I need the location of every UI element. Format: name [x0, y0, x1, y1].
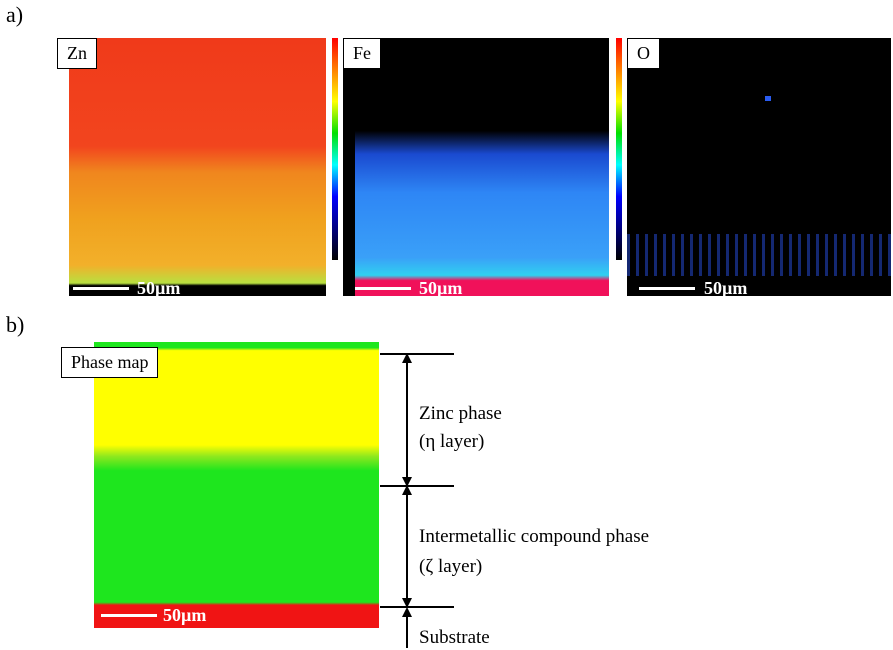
fe-scalebar-text: 50µm: [419, 278, 463, 296]
o-map-label: O: [627, 38, 660, 69]
zeta-layer-label: (ζ layer): [419, 556, 483, 577]
imc-phase-label: Intermetallic compound phase: [419, 526, 650, 547]
o-map-speckles: [627, 234, 891, 276]
zn-map-label: Zn: [57, 38, 97, 69]
panel-a-letter: a): [6, 2, 24, 27]
fe-map: Fe 50µm: [343, 38, 609, 296]
phase-map: Phase map 50µm: [57, 342, 379, 628]
panel-b-letter: b): [6, 312, 25, 337]
zn-scalebar-text: 50µm: [137, 278, 181, 296]
o-scalebar: [639, 287, 695, 290]
phase-scalebar-text: 50µm: [163, 605, 207, 625]
zn-colorbar: [332, 38, 338, 260]
zn-scalebar: [73, 287, 129, 290]
phase-map-label: Phase map: [61, 347, 159, 378]
fe-colorbar: [616, 38, 622, 260]
zinc-phase-label: Zinc phase: [419, 403, 502, 424]
o-scalebar-text: 50µm: [704, 278, 748, 296]
fe-scalebar: [355, 287, 411, 290]
substrate-label: Substrate: [419, 627, 490, 648]
fe-map-image: [355, 38, 609, 296]
zn-map-image: [69, 38, 326, 296]
phase-scalebar: [101, 614, 157, 617]
zn-map: Zn 50µm: [57, 38, 326, 296]
eta-layer-label: (η layer): [419, 431, 485, 452]
o-map-spot: [765, 96, 771, 101]
o-map: O 50µm: [627, 38, 891, 296]
phase-map-image: [94, 342, 379, 628]
fe-map-label: Fe: [343, 38, 381, 69]
